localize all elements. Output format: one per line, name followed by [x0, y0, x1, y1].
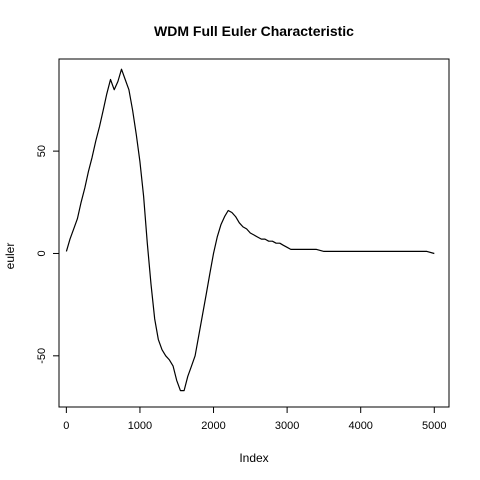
- chart-title: WDM Full Euler Characteristic: [154, 23, 354, 39]
- x-tick-label: 3000: [275, 420, 299, 432]
- x-tick-label: 0: [63, 420, 69, 432]
- plot-frame: [58, 58, 450, 408]
- x-tick-label: 5000: [422, 420, 446, 432]
- y-tick-label: 0: [36, 250, 48, 256]
- y-axis-label: euler: [3, 243, 17, 270]
- x-tick-label: 4000: [348, 420, 372, 432]
- x-axis: 0 1000 2000 3000 4000 5000: [63, 407, 447, 432]
- y-axis: -50 0 50: [36, 145, 59, 364]
- euler-series-line: [65, 68, 435, 392]
- x-axis-label: Index: [239, 451, 268, 465]
- y-tick-label: -50: [36, 348, 48, 364]
- x-tick-label: 1000: [128, 420, 152, 432]
- x-tick-label: 2000: [201, 420, 225, 432]
- y-tick-label: 50: [36, 145, 48, 157]
